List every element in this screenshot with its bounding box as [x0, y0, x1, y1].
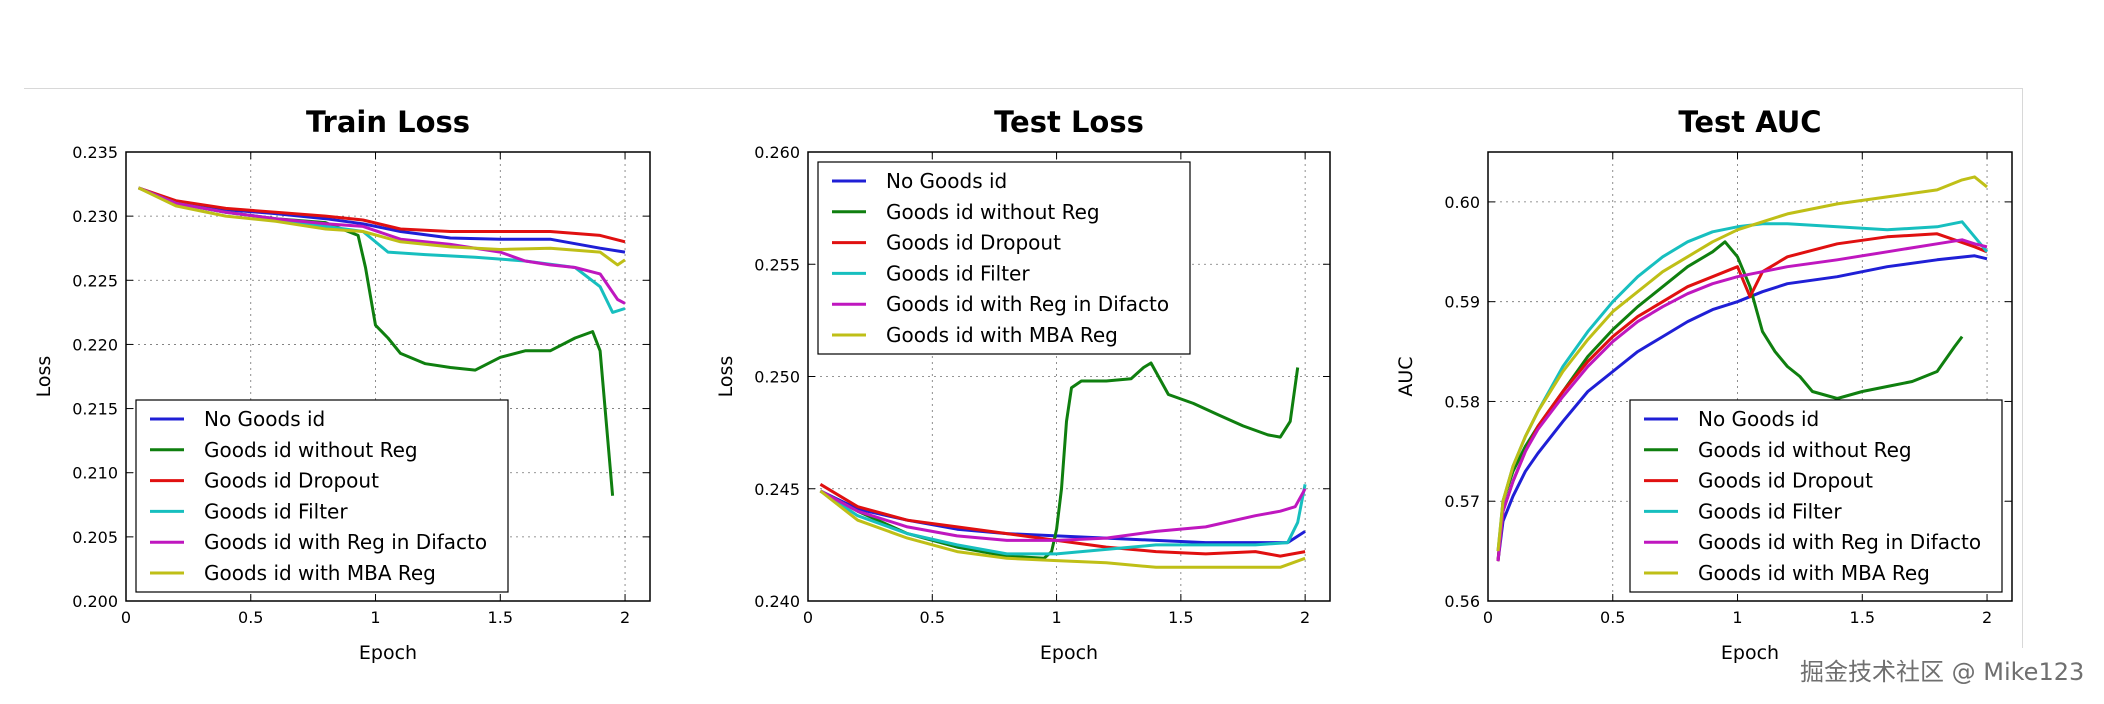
y-tick-label: 0.250	[754, 368, 800, 387]
legend-label: Goods id with Reg in Difacto	[886, 292, 1169, 316]
y-tick-label: 0.245	[754, 480, 800, 499]
watermark: 掘金技术社区 @ Mike123	[1800, 658, 2085, 686]
x-tick-label: 0.5	[920, 608, 945, 627]
x-tick-label: 2	[1982, 608, 1992, 627]
y-tick-label: 0.235	[72, 143, 118, 162]
y-axis-label: Loss	[715, 356, 737, 398]
legend-label: Goods id Dropout	[1698, 469, 1873, 493]
y-tick-label: 0.220	[72, 335, 118, 354]
series-line-goods-id-filter	[819, 484, 1307, 556]
legend-box	[817, 161, 1191, 355]
x-tick-label: 1	[370, 608, 380, 627]
x-tick-label: 1.5	[1850, 608, 1875, 627]
legend-label: No Goods id	[204, 407, 325, 431]
series-line-goods-id-with-reg-in-difacto	[137, 186, 626, 305]
top-divider	[24, 88, 2022, 89]
legend-label: Goods id without Reg	[1698, 438, 1912, 462]
plot-frame	[807, 151, 1331, 602]
y-tick-label: 0.58	[1444, 392, 1480, 411]
legend: No Goods id Goods id without Reg Goods id …	[817, 161, 1191, 355]
x-tick-label: 0	[803, 608, 813, 627]
series-line-goods-id-without-reg	[819, 361, 1300, 560]
legend-label: Goods id without Reg	[886, 200, 1100, 224]
chart-panel-2: Test Loss 0 0.5 1 1.5 2 0.240 0.245 0.250 0.255 0.…	[715, 105, 1331, 664]
series-line-goods-id-with-reg-in-difacto	[1496, 238, 1988, 562]
series-line-goods-id-with-mba-reg	[137, 186, 626, 267]
x-axis-label: Epoch	[1721, 642, 1779, 664]
y-axis-label: AUC	[1395, 356, 1417, 396]
chart-panel-3: Test AUC 0 0.5 1 1.5 2 0.56 0.57 0.58 0.59 0.60 Epo…	[1395, 105, 2013, 664]
y-tick-label: 0.210	[72, 464, 118, 483]
y-tick-label: 0.60	[1444, 193, 1480, 212]
legend-label: Goods id Dropout	[886, 231, 1061, 255]
legend: No Goods id Goods id without Reg Goods id …	[1629, 399, 2003, 593]
y-axis-label: Loss	[33, 356, 55, 398]
right-divider	[2022, 88, 2023, 648]
y-tick-label: 0.57	[1444, 492, 1480, 511]
legend-label: Goods id with MBA Reg	[886, 323, 1118, 347]
plot-frame	[1487, 151, 2013, 602]
y-tick-label: 0.200	[72, 592, 118, 611]
y-tick-label: 0.56	[1444, 592, 1480, 611]
legend-label: Goods id Filter	[886, 261, 1030, 285]
y-tick-label: 0.255	[754, 255, 800, 274]
series-line-goods-id-with-mba-reg	[1496, 175, 1988, 552]
legend-box	[1629, 399, 2003, 593]
series-line-no-goods-id	[137, 186, 626, 254]
legend-label: Goods id Filter	[204, 499, 348, 523]
x-tick-label: 1	[1732, 608, 1742, 627]
y-tick-label: 0.225	[72, 271, 118, 290]
x-tick-label: 1.5	[488, 608, 513, 627]
legend-label: Goods id with MBA Reg	[1698, 561, 1930, 585]
legend-label: Goods id with Reg in Difacto	[204, 530, 487, 554]
legend: No Goods id Goods id without Reg Goods id …	[135, 399, 509, 593]
series-line-goods-id-with-reg-in-difacto	[819, 488, 1307, 542]
chart-panel-1: Train Loss 0 0.5 1 1.5 2 0.200 0.205 0.210 0.215 0…	[33, 105, 651, 664]
x-tick-label: 2	[620, 608, 630, 627]
legend-label: Goods id without Reg	[204, 438, 418, 462]
x-tick-label: 1.5	[1168, 608, 1193, 627]
x-axis-label: Epoch	[359, 642, 417, 664]
y-tick-label: 0.59	[1444, 293, 1480, 312]
series-line-goods-id-dropout	[138, 186, 626, 244]
chart-title: Train Loss	[306, 105, 470, 139]
chart-title: Test Loss	[994, 105, 1144, 139]
series-line-goods-id-dropout	[819, 483, 1306, 558]
legend-label: No Goods id	[886, 169, 1007, 193]
x-tick-label: 1	[1051, 608, 1061, 627]
legend-box	[135, 399, 509, 593]
legend-label: Goods id with Reg in Difacto	[1698, 530, 1981, 554]
x-tick-label: 0	[1483, 608, 1493, 627]
x-tick-label: 0.5	[1600, 608, 1625, 627]
legend-label: Goods id with MBA Reg	[204, 561, 436, 585]
x-axis-label: Epoch	[1040, 642, 1098, 664]
plot-frame	[125, 151, 651, 602]
legend-label: Goods id Filter	[1698, 499, 1842, 523]
legend-label: Goods id Dropout	[204, 469, 379, 493]
y-tick-label: 0.260	[754, 143, 800, 162]
series-line-no-goods-id	[1496, 254, 1988, 562]
x-tick-label: 0.5	[238, 608, 263, 627]
y-tick-label: 0.230	[72, 207, 118, 226]
y-tick-label: 0.215	[72, 400, 118, 419]
chart-title: Test AUC	[1678, 105, 1821, 139]
y-tick-label: 0.205	[72, 528, 118, 547]
y-tick-label: 0.240	[754, 592, 800, 611]
legend-label: No Goods id	[1698, 407, 1819, 431]
x-tick-label: 2	[1300, 608, 1310, 627]
series-line-goods-id-with-mba-reg	[819, 489, 1306, 569]
x-tick-label: 0	[121, 608, 131, 627]
